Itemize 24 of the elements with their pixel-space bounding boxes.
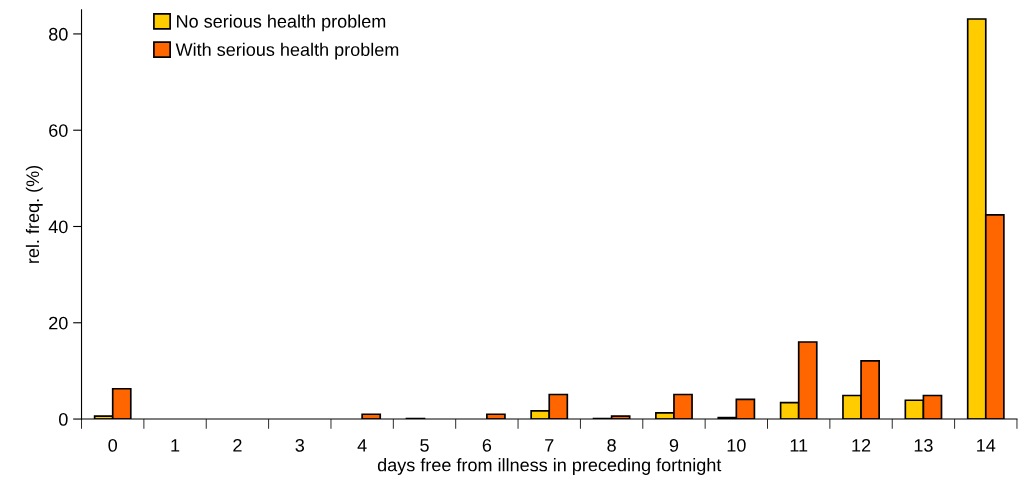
legend-label: No serious health problem bbox=[177, 14, 386, 32]
x-tick-label: 5 bbox=[420, 439, 429, 452]
x-tick-label: 0 bbox=[108, 438, 118, 452]
x-tick-label: 12 bbox=[852, 438, 871, 452]
y-tick-label: 20 bbox=[49, 316, 68, 330]
x-tick-label: 13 bbox=[914, 438, 933, 452]
x-axis-title: days free from illness in preceding fortnight bbox=[377, 458, 722, 475]
x-tick-label: 3 bbox=[295, 438, 305, 452]
x-tick-label: 4 bbox=[357, 439, 367, 452]
x-tick-label: 8 bbox=[607, 438, 616, 452]
x-tick-label: 2 bbox=[233, 438, 242, 452]
y-tick-label: 40 bbox=[48, 220, 68, 234]
y-tick-label: 0 bbox=[58, 412, 68, 426]
y-tick-label: 60 bbox=[49, 124, 68, 137]
x-tick-label: 1 bbox=[171, 439, 180, 452]
legend-label: With serious health problem bbox=[175, 42, 399, 60]
y-tick-label: 80 bbox=[49, 27, 68, 41]
x-tick-label: 14 bbox=[977, 439, 996, 452]
x-tick-label: 11 bbox=[790, 439, 808, 452]
y-axis-title: rel. freq. (%) bbox=[25, 165, 43, 263]
x-tick-label: 9 bbox=[669, 438, 679, 452]
x-tick-label: 10 bbox=[727, 438, 746, 452]
x-tick-label: 6 bbox=[482, 438, 492, 452]
x-tick-label: 7 bbox=[545, 439, 554, 452]
